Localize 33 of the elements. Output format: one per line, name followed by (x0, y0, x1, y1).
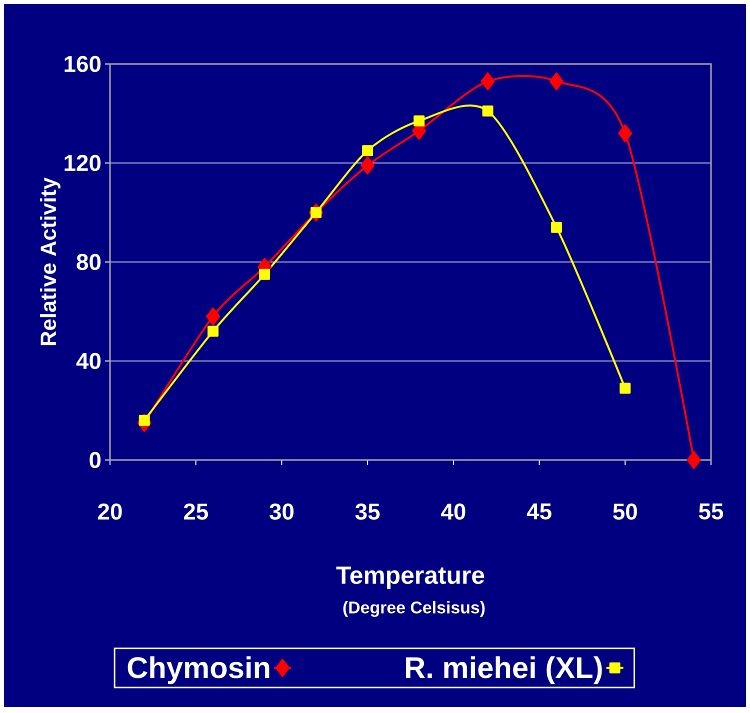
point (208, 326, 219, 337)
point (620, 382, 631, 394)
point (550, 222, 562, 233)
legend-label: R. miehei (XL) (406, 656, 602, 684)
x-tick-label: 30 (270, 504, 294, 520)
legend-label: Chymosin (128, 656, 270, 684)
point (138, 414, 150, 426)
y-tick-label: 80 (76, 254, 101, 270)
x-tick-label: 40 (441, 504, 466, 520)
point (482, 106, 494, 117)
point (360, 156, 375, 174)
y-tick-label: 160 (64, 56, 101, 72)
x-tick-label: 25 (184, 504, 208, 520)
point (362, 145, 374, 156)
point (549, 72, 564, 90)
point (414, 115, 425, 126)
y-tick-label: 0 (90, 452, 101, 468)
y-tick-label: 120 (64, 154, 101, 172)
point (259, 268, 270, 280)
x-tick-label: 20 (98, 504, 122, 520)
y-tick-label: 40 (76, 352, 101, 370)
x-tick-label: 50 (613, 504, 637, 520)
x-axis-title: Temperature (336, 566, 484, 589)
x-tick-label: 35 (355, 504, 380, 520)
point (618, 124, 632, 142)
x-tick-label: 45 (526, 504, 552, 520)
text: (Degree Celsisus) (343, 601, 485, 617)
point (310, 206, 322, 218)
point (686, 450, 701, 469)
y-axis-title: Relative Activity (40, 177, 60, 346)
x-tick-label: 55 (698, 504, 724, 520)
point (480, 72, 495, 90)
point (206, 307, 220, 326)
